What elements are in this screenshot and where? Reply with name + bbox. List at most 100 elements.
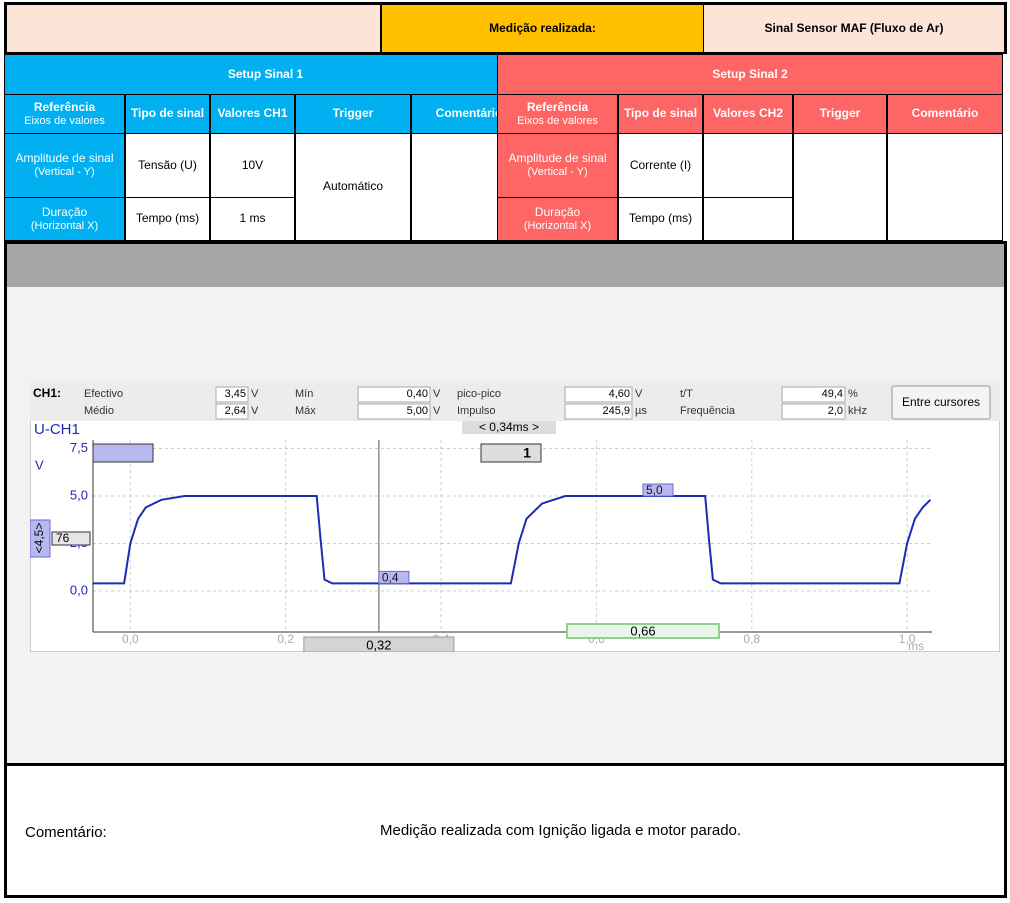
column-header: Referência <box>33 99 96 114</box>
column-header: Trigger <box>819 106 861 121</box>
setup-title: Setup Sinal 2 <box>712 66 788 81</box>
comment-label: Comentário: <box>25 824 107 841</box>
x-unit: ms <box>908 639 924 652</box>
stat-value: 3,45 <box>225 388 246 400</box>
column-header-cell: Comentário <box>887 94 1003 134</box>
cursor-level-box <box>378 570 410 584</box>
stat-value: 0,40 <box>407 388 428 400</box>
row-type-cell: Tensão (U) <box>125 133 210 198</box>
column-header-cell: Trigger <box>295 94 411 134</box>
row-type-cell: Tempo (ms) <box>125 197 210 241</box>
column-header: Comentário <box>911 106 979 121</box>
y-tick-label: 0,0 <box>70 582 88 597</box>
stat-name: Efectivo <box>84 388 123 400</box>
zoom-box <box>92 443 154 463</box>
stat-value: 4,60 <box>609 388 630 400</box>
cursor-x-box <box>303 636 455 652</box>
column-header-cell: Valores CH2 <box>703 94 793 134</box>
stat-unit: % <box>848 388 858 400</box>
column-header-cell: Referência Eixos de valores <box>497 94 618 134</box>
row-value-cell: 10V <box>210 133 295 198</box>
stat-box <box>357 386 431 403</box>
x-tick-label: 0,0 <box>122 632 139 646</box>
stat-box <box>357 403 431 420</box>
cursor-x-label: 0,66 <box>630 623 655 638</box>
row-reference-sub: (Vertical - Y) <box>527 166 588 179</box>
stat-name: Médio <box>84 405 114 417</box>
header-value-cell: Sinal Sensor MAF (Fluxo de Ar) <box>703 2 1007 54</box>
comment-cell <box>887 133 1003 241</box>
grey-band <box>7 244 1004 287</box>
column-subheader: Eixos de valores <box>517 114 598 127</box>
row-reference: Amplitude de sinal <box>508 151 607 166</box>
row-value-cell <box>703 197 793 241</box>
row-value: 10V <box>241 157 264 172</box>
header-label: Medição realizada: <box>489 20 596 35</box>
cursor-x-box <box>566 623 721 639</box>
comment-text: Medição realizada com Ignição ligada e m… <box>380 822 742 839</box>
row-reference-cell: Amplitude de sinal (Vertical - Y) <box>4 133 125 198</box>
stat-unit: V <box>433 405 441 417</box>
y-tick-label: 7,5 <box>70 440 88 455</box>
stat-value: 2,0 <box>828 405 843 417</box>
y-tick-label: 5,0 <box>70 487 88 502</box>
stat-box <box>215 403 249 420</box>
column-header-cell: Tipo de sinal <box>125 94 210 134</box>
stat-unit: V <box>251 388 259 400</box>
stat-box <box>564 386 633 403</box>
stat-name: Impulso <box>457 405 496 417</box>
header-value: Sinal Sensor MAF (Fluxo de Ar) <box>764 20 944 35</box>
stat-name: t/T <box>680 388 693 400</box>
plot-area <box>93 440 932 632</box>
comment-section: Comentário: Medição realizada com Igniçã… <box>4 763 1007 898</box>
stat-value: 49,4 <box>822 388 843 400</box>
delta-box <box>462 421 556 434</box>
row-reference-sub: (Vertical - Y) <box>34 166 95 179</box>
stat-name: pico-pico <box>457 388 501 400</box>
column-header-cell: Valores CH1 <box>210 94 295 134</box>
column-header: Valores CH2 <box>712 106 784 121</box>
level-box <box>51 531 91 546</box>
column-header-cell: Trigger <box>793 94 887 134</box>
row-type: Tempo (ms) <box>628 211 693 226</box>
trigger-channel: 1 <box>523 445 531 461</box>
y-unit: V <box>35 457 44 472</box>
setup-title-cell: Setup Sinal 2 <box>497 54 1003 95</box>
channel-label: CH1: <box>33 386 61 400</box>
level-label: 76 <box>56 531 70 545</box>
trace-name: U-CH1 <box>34 421 80 438</box>
cursor-level-label: 5,0 <box>646 483 663 497</box>
trace <box>93 495 932 585</box>
row-reference: Duração <box>41 204 88 219</box>
column-subheader: Eixos de valores <box>24 114 105 127</box>
cursor-button-label[interactable]: Entre cursores <box>902 395 980 409</box>
row-reference-sub: (Horizontal X) <box>523 219 592 232</box>
offset-box <box>30 519 51 558</box>
column-header: Tipo de sinal <box>130 106 205 121</box>
row-type-cell: Corrente (I) <box>618 133 703 198</box>
cursor-button[interactable] <box>891 385 991 420</box>
stat-box <box>781 386 846 403</box>
setup-title: Setup Sinal 1 <box>227 66 304 81</box>
x-tick-label: 0,2 <box>277 632 294 646</box>
column-header-cell: Tipo de sinal <box>618 94 703 134</box>
x-tick-label: 0,8 <box>743 632 760 646</box>
row-value-cell: 1 ms <box>210 197 295 241</box>
column-header: Comentário <box>435 106 503 121</box>
setup-title-cell: Setup Sinal 1 <box>4 54 527 95</box>
stat-name: Máx <box>295 405 316 417</box>
trigger-box <box>480 443 542 463</box>
column-header: Valores CH1 <box>217 106 288 121</box>
row-reference-sub: (Horizontal X) <box>30 219 99 232</box>
row-reference: Amplitude de sinal <box>15 151 114 166</box>
stat-name: Mín <box>295 388 313 400</box>
stat-unit: kHz <box>848 405 867 417</box>
header-label-cell: Medição realizada: <box>380 2 704 54</box>
row-type-cell: Tempo (ms) <box>618 197 703 241</box>
stat-value: 5,00 <box>407 405 428 417</box>
stat-name: Frequência <box>680 405 736 417</box>
row-type: Tempo (ms) <box>135 211 200 226</box>
stat-unit: µs <box>635 405 647 417</box>
